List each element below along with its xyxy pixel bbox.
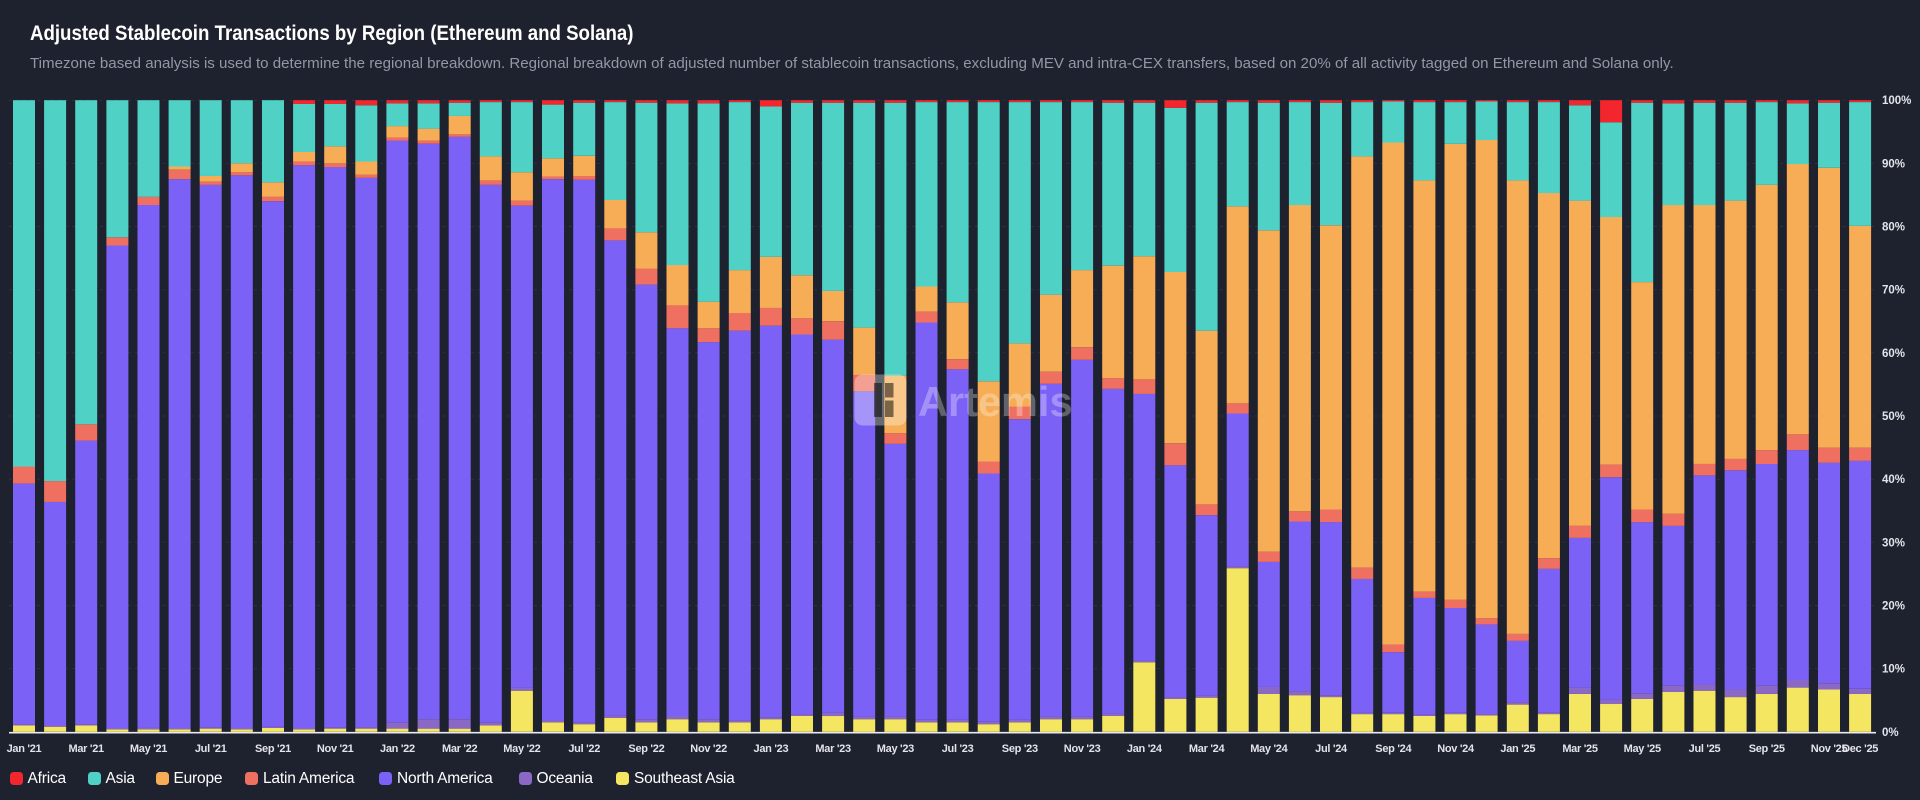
svg-text:Jan '22: Jan '22 — [380, 743, 415, 755]
svg-text:Sep '21: Sep '21 — [255, 743, 291, 755]
svg-text:Jul '21: Jul '21 — [195, 743, 227, 755]
svg-text:Jan '24: Jan '24 — [1127, 743, 1163, 755]
svg-text:60%: 60% — [1882, 348, 1905, 360]
svg-text:Jan '25: Jan '25 — [1500, 743, 1535, 755]
svg-text:90%: 90% — [1882, 158, 1905, 170]
svg-text:70%: 70% — [1882, 285, 1905, 297]
svg-text:Nov '22: Nov '22 — [690, 743, 727, 755]
svg-text:Mar '22: Mar '22 — [442, 743, 478, 755]
svg-text:Jul '25: Jul '25 — [1689, 743, 1721, 755]
svg-text:0%: 0% — [1882, 727, 1899, 739]
svg-text:Sep '22: Sep '22 — [628, 743, 664, 755]
svg-text:May '22: May '22 — [503, 743, 540, 755]
svg-text:Jan '21: Jan '21 — [7, 743, 42, 755]
svg-text:May '23: May '23 — [877, 743, 914, 755]
svg-text:Mar '23: Mar '23 — [815, 743, 851, 755]
svg-text:Nov '24: Nov '24 — [1437, 743, 1475, 755]
svg-text:Artemis: Artemis — [918, 378, 1073, 425]
svg-text:10%: 10% — [1882, 664, 1905, 676]
svg-text:Nov '25: Nov '25 — [1811, 743, 1848, 755]
svg-text:Sep '25: Sep '25 — [1749, 743, 1785, 755]
svg-text:Mar '21: Mar '21 — [69, 743, 105, 755]
svg-text:80%: 80% — [1882, 222, 1905, 234]
svg-text:50%: 50% — [1882, 411, 1905, 423]
svg-text:40%: 40% — [1882, 474, 1905, 486]
svg-text:Nov '23: Nov '23 — [1064, 743, 1101, 755]
svg-text:Sep '24: Sep '24 — [1375, 743, 1412, 755]
svg-text:Dec '25: Dec '25 — [1842, 743, 1878, 755]
svg-text:May '25: May '25 — [1624, 743, 1661, 755]
svg-text:Nov '21: Nov '21 — [317, 743, 354, 755]
svg-text:100%: 100% — [1882, 95, 1911, 107]
svg-text:May '21: May '21 — [130, 743, 167, 755]
svg-text:Jul '24: Jul '24 — [1315, 743, 1348, 755]
svg-text:Mar '24: Mar '24 — [1189, 743, 1226, 755]
svg-text:Mar '25: Mar '25 — [1562, 743, 1598, 755]
svg-text:Jul '23: Jul '23 — [942, 743, 974, 755]
svg-text:May '24: May '24 — [1250, 743, 1288, 755]
svg-text:Jul '22: Jul '22 — [568, 743, 600, 755]
svg-text:30%: 30% — [1882, 537, 1905, 549]
svg-text:Sep '23: Sep '23 — [1002, 743, 1038, 755]
svg-text:20%: 20% — [1882, 601, 1905, 613]
svg-text:Jan '23: Jan '23 — [754, 743, 789, 755]
